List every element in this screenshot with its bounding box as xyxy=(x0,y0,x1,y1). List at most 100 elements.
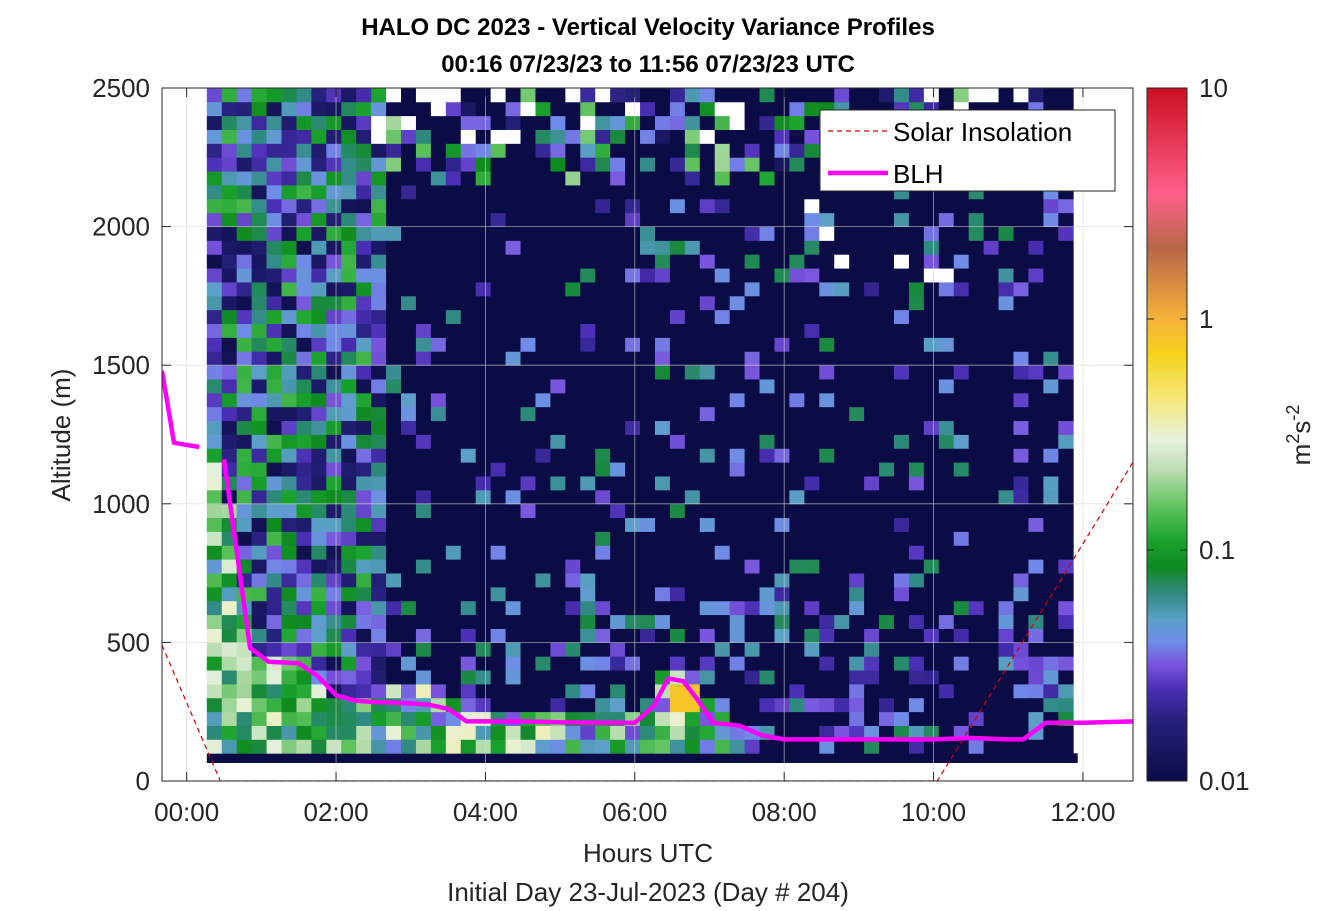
heatmap-cell xyxy=(938,226,955,241)
heatmap-cell xyxy=(401,406,417,422)
heatmap-cell xyxy=(460,129,477,144)
heatmap-cell xyxy=(490,614,506,629)
heatmap-cell xyxy=(386,198,402,214)
heatmap-cell xyxy=(550,725,566,740)
heatmap-cell xyxy=(595,254,611,269)
heatmap-cell xyxy=(535,143,551,158)
heatmap-cell xyxy=(938,628,955,643)
heatmap-cell xyxy=(206,198,223,214)
heatmap-cell xyxy=(699,545,716,560)
heatmap-cell xyxy=(475,600,492,616)
heatmap-cell xyxy=(625,517,641,532)
heatmap-cell xyxy=(789,226,805,241)
heatmap-cell xyxy=(490,337,506,352)
heatmap-cell xyxy=(565,212,581,227)
heatmap-cell xyxy=(1013,559,1029,574)
heatmap-cell xyxy=(625,670,641,685)
heatmap-cell xyxy=(893,600,910,616)
heatmap-cell xyxy=(625,406,641,422)
heatmap-cell xyxy=(625,683,641,699)
heatmap-cell xyxy=(1013,282,1029,297)
heatmap-cell xyxy=(849,531,865,546)
colorbar-tick-label: 1 xyxy=(1199,304,1213,334)
heatmap-cell xyxy=(580,670,596,685)
heatmap-cell xyxy=(864,240,880,255)
heatmap-cell xyxy=(864,517,880,532)
heatmap-cell xyxy=(445,143,462,158)
heatmap-cell xyxy=(356,295,372,311)
heatmap-cell xyxy=(714,295,731,311)
heatmap-cell xyxy=(580,212,596,227)
heatmap-cell xyxy=(535,573,551,588)
heatmap-cell xyxy=(430,171,447,186)
heatmap-cell xyxy=(759,739,775,754)
heatmap-cell xyxy=(1043,462,1059,477)
heatmap-cell xyxy=(714,503,731,519)
heatmap-cell xyxy=(983,88,999,103)
heatmap-cell xyxy=(505,337,521,352)
heatmap-cell xyxy=(759,670,775,685)
heatmap-cell xyxy=(849,683,865,699)
heatmap-cell xyxy=(1043,392,1059,408)
heatmap-cell xyxy=(326,628,342,643)
heatmap-cell xyxy=(341,434,357,449)
heatmap-cell xyxy=(610,115,626,130)
heatmap-cell xyxy=(281,379,297,394)
heatmap-cell xyxy=(998,642,1014,657)
heatmap-cell xyxy=(864,295,880,311)
heatmap-cell xyxy=(341,489,357,505)
heatmap-cell xyxy=(580,531,596,546)
heatmap-cell xyxy=(595,143,611,158)
heatmap-cell xyxy=(296,406,312,422)
heatmap-cell xyxy=(774,683,790,699)
heatmap-cell xyxy=(953,545,970,560)
heatmap-cell xyxy=(774,226,790,241)
heatmap-cell xyxy=(684,268,701,283)
heatmap-cell xyxy=(430,198,447,214)
heatmap-cell xyxy=(445,254,462,269)
heatmap-cell xyxy=(386,614,402,629)
heatmap-cell xyxy=(505,573,521,588)
heatmap-cell xyxy=(699,476,716,491)
heatmap-cell xyxy=(326,282,342,297)
heatmap-cell xyxy=(654,337,671,352)
heatmap-cell xyxy=(804,171,820,186)
heatmap-cell xyxy=(445,185,462,200)
heatmap-cell xyxy=(1058,392,1074,408)
heatmap-cell xyxy=(625,503,641,519)
heatmap-cell xyxy=(281,143,297,158)
heatmap-cell xyxy=(938,240,955,255)
heatmap-cell xyxy=(550,226,566,241)
heatmap-cell xyxy=(908,268,925,283)
heatmap-cell xyxy=(221,212,238,227)
heatmap-cell xyxy=(356,670,372,685)
heatmap-cell xyxy=(326,656,342,671)
heatmap-cell xyxy=(415,656,432,671)
heatmap-cell xyxy=(356,226,372,241)
heatmap-cell xyxy=(580,282,596,297)
heatmap-cell xyxy=(729,670,745,685)
heatmap-cell xyxy=(221,573,238,588)
heatmap-cell xyxy=(759,476,775,491)
heatmap-cell xyxy=(281,642,297,657)
heatmap-cell xyxy=(535,268,551,283)
heatmap-cell xyxy=(251,198,267,214)
heatmap-cell xyxy=(714,586,731,602)
heatmap-cell xyxy=(804,462,820,477)
heatmap-cell xyxy=(789,725,805,740)
heatmap-cell xyxy=(221,586,238,602)
heatmap-cell xyxy=(445,670,462,685)
heatmap-cell xyxy=(893,503,910,519)
heatmap-cell xyxy=(908,725,925,740)
heatmap-cell xyxy=(789,683,805,699)
heatmap-cell xyxy=(819,503,835,519)
heatmap-cell xyxy=(386,420,402,435)
heatmap-cell xyxy=(595,670,611,685)
heatmap-cell xyxy=(535,517,551,532)
heatmap-cell xyxy=(206,670,223,685)
heatmap-cell xyxy=(879,489,895,505)
heatmap-cell xyxy=(879,614,895,629)
heatmap-cell xyxy=(266,226,282,241)
heatmap-cell xyxy=(236,101,253,117)
